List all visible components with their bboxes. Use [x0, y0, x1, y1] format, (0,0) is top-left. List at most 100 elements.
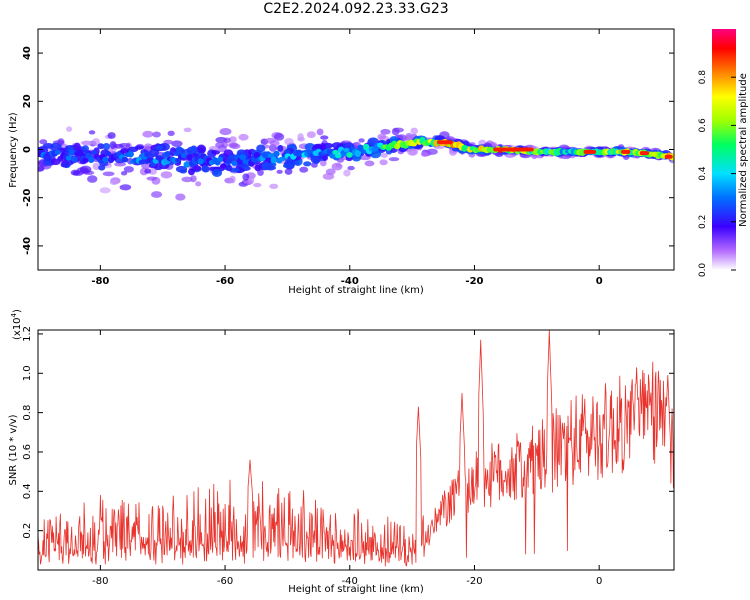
spectrogram-ridge-blob — [127, 151, 134, 158]
spectrogram-cloud-blob — [192, 165, 202, 172]
spectrogram-hot-segment — [664, 154, 673, 159]
spectrogram-noise-blob — [215, 141, 224, 149]
colorbar-tick-label: 0.8 — [698, 70, 708, 85]
spectrogram-noise-blob — [70, 169, 80, 176]
spectrogram-noise-blob — [66, 126, 73, 132]
spectrogram-ridge-blob — [82, 157, 89, 163]
spectrogram-ridge-blob — [121, 156, 129, 163]
spectrogram-y-tick-label: -20 — [22, 189, 33, 207]
spectrogram-cloud-blob — [176, 146, 183, 152]
spectrogram-cloud-blob — [102, 142, 111, 150]
spectrogram-noise-blob — [325, 168, 336, 175]
spectrogram-cloud-blob — [190, 145, 198, 155]
snr-series-line — [38, 330, 674, 567]
svg-text:(x104): (x104) — [10, 309, 23, 340]
spectrogram-cloud-blob — [97, 143, 105, 150]
spectrogram-noise-blob — [306, 131, 316, 139]
spectrogram-noise-blob — [238, 133, 249, 141]
colorbar-label: Normalized spectral amplitude — [738, 73, 749, 227]
snr-y-tick-label: 0.8 — [22, 405, 33, 421]
spectrogram-ridge-blob — [90, 150, 98, 155]
spectrogram-noise-blob — [379, 159, 388, 166]
figure-title: C2E2.2024.092.23.33.G23 — [263, 1, 448, 17]
spectrogram-ridge-blob — [273, 150, 280, 157]
spectrogram-cloud-blob — [266, 165, 277, 171]
colorbar-gradient — [712, 29, 736, 270]
colorbar-tick-label: 0.0 — [698, 263, 708, 278]
spectrogram-cloud-blob — [225, 164, 233, 172]
spectrogram-noise-blob — [190, 175, 197, 183]
snr-x-tick-label: 0 — [596, 576, 602, 587]
snr-scale-label: (x10 — [12, 317, 23, 340]
spectrogram-y-tick-label: 20 — [22, 94, 33, 108]
spectrogram-ridge-blob — [332, 149, 339, 155]
spectrogram-noise-blob — [38, 165, 45, 172]
spectrogram-ridge-blob — [278, 156, 286, 162]
spectrogram-noise-blob — [146, 176, 157, 181]
spectrogram-noise-blob — [181, 176, 193, 183]
spectrogram-noise-blob — [347, 165, 355, 171]
spectrogram-noise-blob — [88, 130, 96, 135]
spectrogram-noise-blob — [380, 152, 388, 158]
spectrogram-noise-blob — [114, 162, 127, 167]
spectrogram-noise-blob — [160, 171, 173, 179]
spectrogram-noise-blob — [269, 183, 279, 190]
spectrogram-ridge-blob — [335, 153, 342, 159]
spectrogram-cloud-blob — [196, 144, 207, 154]
spectrogram-noise-blob — [152, 131, 161, 138]
spectrogram-noise-blob — [380, 128, 391, 135]
spectrogram-noise-blob — [228, 136, 237, 143]
spectrogram-x-ticks: -80 -60 -40 -20 0 — [91, 29, 603, 287]
spectrogram-cloud-blob — [134, 145, 144, 150]
spectrogram-hot-segment — [639, 151, 650, 156]
spectrogram-cloud-blob — [277, 144, 284, 152]
spectrogram-noise-blob — [388, 157, 400, 162]
snr-panel: -80 -60 -40 -20 0 0.2 0.4 0.6 0.8 1.0 1.2 Height … — [8, 309, 675, 595]
spectrogram-noise-blob — [171, 140, 183, 148]
spectrogram-ridge-blob — [219, 163, 227, 169]
spectrogram-noise-blob — [109, 141, 117, 149]
spectrogram-cloud-blob — [201, 164, 209, 172]
spectrogram-noise-blob — [81, 140, 93, 146]
spectrogram-ridge-blob — [183, 161, 190, 168]
spectrogram-ridge-blob — [104, 151, 112, 157]
spectrogram-noise-blob — [107, 132, 116, 139]
spectrogram-ridge-blob — [54, 149, 61, 155]
spectrogram-ridge-blob — [228, 154, 235, 160]
spectrogram-ridge-blob — [197, 158, 204, 165]
spectrogram-noise-blob — [377, 133, 387, 140]
spectrogram-noise-blob — [144, 168, 152, 174]
spectrogram-x-tick-label: 0 — [596, 276, 603, 287]
snr-x-tick-label: -80 — [92, 576, 108, 587]
spectrogram-y-axis-label: Frequency (Hz) — [8, 112, 19, 188]
spectrogram-x-axis-label: Height of straight line (km) — [288, 285, 424, 296]
spectrogram-ridge-blob — [144, 151, 151, 158]
spectrogram-ridge-blob — [102, 156, 109, 163]
spectrogram-noise-blob — [420, 151, 429, 157]
spectrogram-noise-blob — [142, 130, 154, 138]
spectrogram-noise-blob — [299, 166, 309, 173]
spectrogram-y-tick-label: 40 — [22, 46, 33, 60]
spectrogram-noise-blob — [183, 127, 192, 133]
colorbar-tick-label: 0.4 — [698, 166, 708, 181]
colorbar-tick-label: 0.2 — [698, 215, 708, 229]
spectrogram-panel: -80 -60 -40 -20 0 -40 -20 0 20 40 Height of stra… — [8, 28, 675, 296]
snr-scale-exponent: 4 — [10, 312, 18, 317]
spectrogram-cloud-blob — [282, 163, 295, 169]
spectrogram-noise-blob — [248, 176, 255, 185]
spectrogram-noise-blob — [99, 187, 111, 194]
colorbar-ticks: 0.0 0.2 0.4 0.6 0.8 — [698, 70, 736, 277]
spectrogram-noise-blob — [276, 169, 283, 174]
spectrogram-noise-blob — [410, 127, 419, 135]
spectrogram-noise-blob — [79, 165, 92, 174]
snr-x-tick-label: -40 — [342, 576, 358, 587]
spectrogram-hot-segment — [437, 140, 453, 145]
spectrogram-x-tick-label: -80 — [91, 276, 109, 287]
spectrogram-noise-blob — [358, 138, 365, 143]
snr-marks — [38, 330, 674, 567]
spectrogram-noise-blob — [331, 162, 343, 171]
spectrogram-noise-blob — [393, 127, 404, 133]
spectrogram-noise-blob — [223, 137, 231, 144]
spectrogram-noise-blob — [219, 127, 232, 136]
